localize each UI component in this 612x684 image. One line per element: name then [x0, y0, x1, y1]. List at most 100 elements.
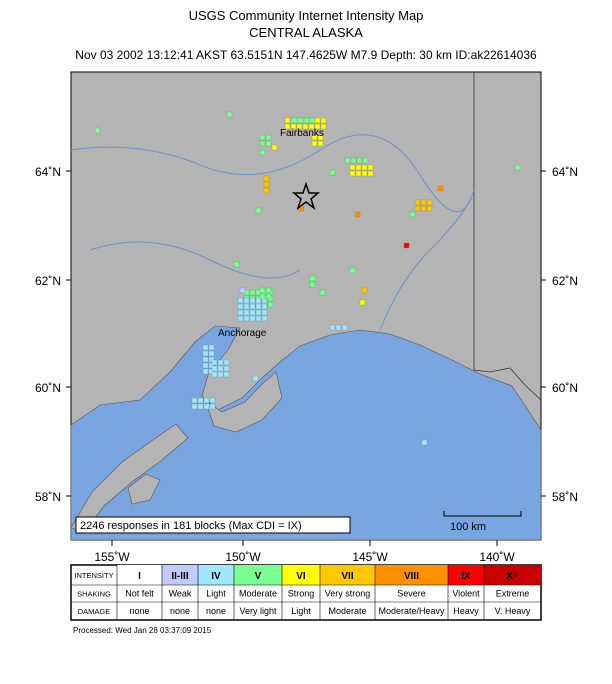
lat-label: 60˚N	[35, 381, 61, 395]
block	[426, 199, 433, 206]
lat-label: 58˚N	[552, 490, 578, 504]
block	[265, 140, 272, 147]
river	[89, 241, 301, 279]
block	[344, 157, 351, 164]
block	[317, 134, 324, 141]
block	[514, 164, 521, 171]
block	[311, 140, 318, 147]
intensity-swatch	[282, 565, 320, 585]
row-header: DAMAGE	[78, 607, 111, 616]
intensity-cell: VII	[341, 571, 353, 582]
shaking-cell: Extreme	[496, 589, 530, 599]
block	[320, 117, 327, 124]
block	[263, 187, 270, 194]
block	[202, 344, 209, 351]
block	[329, 169, 336, 176]
block	[421, 439, 428, 446]
block	[359, 299, 366, 306]
block	[356, 157, 363, 164]
block	[259, 134, 266, 141]
block	[94, 127, 101, 134]
block	[211, 365, 218, 372]
block	[317, 140, 324, 147]
block	[367, 170, 374, 177]
block	[259, 140, 266, 147]
block	[420, 205, 427, 212]
block	[355, 164, 362, 171]
block	[208, 350, 215, 357]
block	[191, 397, 198, 404]
block	[426, 205, 433, 212]
damage-cell: Very light	[239, 606, 277, 616]
block	[243, 309, 250, 316]
block	[243, 303, 250, 310]
intensity-cell: X+	[506, 571, 519, 582]
region: CENTRAL ALASKA	[249, 25, 363, 40]
block	[255, 315, 262, 322]
graticule-labels: 64˚N 64˚N 62˚N 62˚N 60˚N 60˚N 58˚N 58˚N 155˚W 150…	[35, 165, 578, 564]
shaking-cell: Weak	[169, 589, 192, 599]
island	[127, 473, 161, 505]
block	[403, 242, 410, 249]
city-label: Fairbanks	[280, 128, 324, 139]
lat-label: 62˚N	[552, 274, 578, 288]
block	[249, 309, 256, 316]
damage-cell: Moderate/Heavy	[378, 606, 445, 616]
block	[259, 149, 266, 156]
block	[261, 303, 268, 310]
water	[70, 325, 542, 541]
footer: Processed: Wed Jan 28 03:37:09 2015	[73, 626, 212, 635]
lon-label: 155˚W	[94, 550, 130, 564]
block	[308, 123, 315, 130]
block	[361, 164, 368, 171]
damage-cell: Heavy	[453, 606, 479, 616]
block	[311, 134, 318, 141]
block	[197, 403, 204, 410]
block	[202, 362, 209, 369]
intensity-swatch	[117, 565, 162, 585]
map-area: Fairbanks Anchorage 2246 responses in 18…	[70, 71, 542, 541]
damage-cell: Moderate	[328, 606, 366, 616]
lat-label: 64˚N	[35, 165, 61, 179]
intensity-legend: INTENSITY I II-III IV V VI VII VIII IX X+ SHAKING N…	[70, 564, 542, 621]
damage-cell: none	[129, 606, 149, 616]
row-header: SHAKING	[77, 590, 111, 599]
block	[309, 117, 316, 124]
block	[255, 309, 262, 316]
response-box	[75, 516, 351, 534]
block	[437, 185, 444, 192]
block	[303, 117, 310, 124]
block	[350, 157, 357, 164]
block	[191, 403, 198, 410]
block	[259, 293, 266, 300]
river	[379, 199, 471, 331]
lon-label: 145˚W	[352, 550, 388, 564]
intensity-cell: V	[255, 571, 262, 582]
block	[296, 123, 303, 130]
block	[249, 303, 256, 310]
block	[297, 117, 304, 124]
lat-label: 58˚N	[35, 490, 61, 504]
responses-note: 2246 responses in 181 blocks (Max CDI = …	[80, 520, 302, 532]
block	[414, 199, 421, 206]
block	[414, 205, 421, 212]
block	[223, 365, 230, 372]
shaking-cell: Very strong	[325, 589, 371, 599]
block	[265, 293, 272, 300]
block	[309, 281, 316, 288]
shaking-cell: Moderate	[239, 589, 277, 599]
block	[249, 315, 256, 322]
intensity-swatch	[375, 565, 448, 585]
kenai	[204, 371, 283, 433]
shaking-cell: Severe	[397, 589, 426, 599]
block	[208, 368, 215, 375]
block	[202, 350, 209, 357]
block	[291, 117, 298, 124]
lat-label: 60˚N	[552, 381, 578, 395]
block	[197, 397, 204, 404]
intensity-cell: VI	[296, 571, 306, 582]
block	[237, 309, 244, 316]
block	[284, 123, 291, 130]
